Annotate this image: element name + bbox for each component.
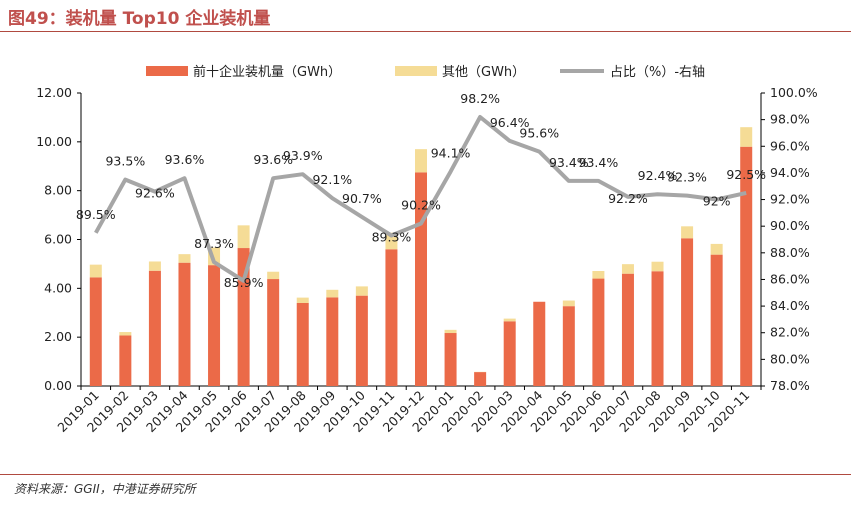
bar-top10 [237,248,250,386]
right-axis-tick-label: 100.0% [770,85,818,100]
bar-top10 [296,302,309,386]
legend-swatch-top10 [146,66,188,76]
share-data-label: 92.5% [726,167,766,182]
bar-top10 [592,278,605,386]
share-data-label: 96.4% [490,115,530,130]
bar-top10 [444,333,457,386]
share-data-label: 93.6% [165,152,205,167]
right-axis-tick-label: 82.0% [770,325,810,340]
right-axis-tick-label: 94.0% [770,165,810,180]
bar-others [651,261,664,272]
bar-others [119,332,132,336]
share-data-label: 93.4% [579,155,619,170]
share-line [94,115,747,283]
bar-top10 [385,249,398,386]
bar-others [592,270,605,279]
share-data-label: 92.2% [608,191,648,206]
bar-top10 [355,295,368,386]
share-data-label: 92.1% [312,172,352,187]
source-note: 资料来源：GGII，中港证券研究所 [14,482,196,496]
share-data-label: 93.4% [549,155,589,170]
right-axis-tick-label: 90.0% [770,218,810,233]
bar-top10 [533,301,546,386]
left-axis-tick-label: 12.00 [36,85,72,100]
left-axis-tick-label: 8.00 [44,183,72,198]
source-rule [0,474,851,475]
bar-others [326,289,339,298]
right-axis-tick-label: 80.0% [770,351,810,366]
bar-top10 [710,254,723,386]
bar-top10 [651,271,664,386]
share-data-label: 93.5% [105,154,145,169]
bar-others [415,149,427,173]
bar-others [562,300,575,307]
bar-top10 [740,146,753,386]
bar-others [267,271,280,280]
legend-label-others: 其他（GWh） [442,65,525,80]
bar-others [89,264,102,278]
bar-others [710,243,723,255]
bar-top10 [267,279,280,386]
bar-top10 [474,372,487,386]
share-data-label: 87.3% [194,236,234,251]
bar-others [681,226,694,239]
share-data-label: 93.9% [283,148,323,163]
figure-title: 图49：装机量 Top10 企业装机量 [8,9,271,29]
bar-others [296,297,309,303]
bar-top10 [621,273,634,386]
bar-top10 [119,335,132,386]
right-axis-tick-label: 88.0% [770,245,810,260]
bar-others [385,232,398,250]
share-data-label: 92.4% [638,168,678,183]
bar-top10 [89,277,102,386]
right-axis-tick-label: 84.0% [770,298,810,313]
legend-label-share: 占比（%）-右轴 [610,65,705,80]
bar-others [621,264,634,274]
stacked-bar-line-chart: 0.00 2.00 4.00 6.00 8.00 10.00 12.00 78.0% 80.0%… [36,64,818,435]
share-data-label: 85.9% [224,275,264,290]
bar-others [237,225,250,249]
bar-top10 [681,238,694,386]
left-axis-tick-label: 2.00 [44,329,72,344]
title-rule [0,31,851,32]
share-data-label: 89.3% [372,230,412,245]
right-axis-tick-label: 98.0% [770,112,810,127]
left-axis-tick-label: 4.00 [44,280,72,295]
share-data-label: 92.6% [135,186,175,201]
bar-others [444,329,457,334]
right-axis-tick-label: 86.0% [770,271,810,286]
left-axis-tick-label: 10.00 [36,134,72,149]
share-data-label: 89.5% [76,207,116,222]
share-data-label: 92.3% [667,170,707,185]
share-data-label: 98.2% [460,91,500,106]
bar-others [148,261,161,271]
bar-others [355,286,368,296]
legend-label-top10: 前十企业装机量（GWh） [193,64,341,80]
bar-top10 [178,262,191,386]
bar-top10 [562,306,575,386]
right-axis-tick-label: 78.0% [770,378,810,393]
share-data-label: 95.6% [519,126,559,141]
left-axis-tick-label: 0.00 [44,378,72,393]
share-data-label: 90.7% [342,191,382,206]
bar-top10 [148,270,161,386]
bar-top10 [326,297,339,386]
share-data-label: 94.1% [431,146,471,161]
share-data-label: 93.6% [253,152,293,167]
legend-swatch-others [395,66,437,76]
left-axis-tick-label: 6.00 [44,232,72,247]
bar-others [740,127,753,147]
share-data-label: 90.2% [401,198,441,213]
right-axis-tick-label: 92.0% [770,192,810,207]
bar-others [503,318,516,322]
bar-top10 [208,265,221,386]
share-data-label: 92% [703,194,731,209]
right-axis-tick-label: 96.0% [770,138,810,153]
bar-others [178,254,191,263]
bar-top10 [503,321,516,386]
